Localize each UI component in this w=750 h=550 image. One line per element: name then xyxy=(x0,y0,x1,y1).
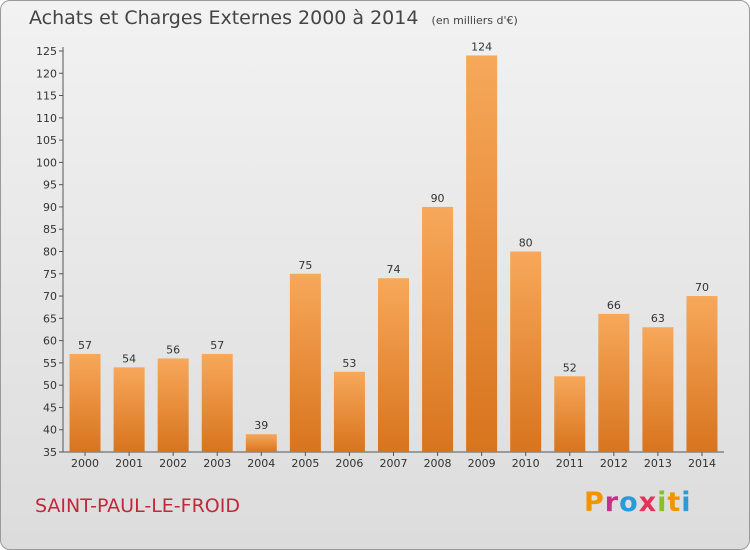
logo-letter: i xyxy=(657,487,668,518)
x-tick-label: 2009 xyxy=(468,457,496,470)
logo-letter: o xyxy=(619,487,639,518)
bar-value-label: 90 xyxy=(431,192,445,205)
y-tick-label: 70 xyxy=(43,290,57,303)
y-tick-label: 65 xyxy=(43,312,57,325)
x-tick-label: 2011 xyxy=(556,457,584,470)
x-tick-label: 2003 xyxy=(203,457,231,470)
bar-2000 xyxy=(69,353,101,452)
bar-value-label: 75 xyxy=(298,259,312,272)
bar-2004 xyxy=(245,434,277,452)
logo-letter: t xyxy=(667,487,682,518)
y-tick-label: 75 xyxy=(43,268,57,281)
y-tick-label: 50 xyxy=(43,379,57,392)
y-tick-label: 100 xyxy=(36,156,57,169)
bar-2007 xyxy=(378,278,409,452)
bar-2003 xyxy=(201,353,233,452)
bar-2008 xyxy=(422,206,454,452)
bar-2014 xyxy=(686,296,718,452)
x-tick-label: 2008 xyxy=(424,457,452,470)
y-tick-label: 110 xyxy=(36,112,57,125)
logo-letter: i xyxy=(681,487,692,518)
x-tick-label: 2012 xyxy=(600,457,628,470)
bar-value-label: 80 xyxy=(519,237,533,250)
bar-2002 xyxy=(157,358,189,452)
bar-value-label: 57 xyxy=(78,339,92,352)
bar-value-label: 57 xyxy=(210,339,224,352)
bar-value-label: 124 xyxy=(471,40,492,53)
x-tick-label: 2000 xyxy=(71,457,99,470)
x-tick-label: 2006 xyxy=(335,457,363,470)
y-axis: 35 40 45 50 55 60 65 70 75 80 85 90 95 100 105 110 115 12… xyxy=(36,45,64,459)
y-tick-label: 85 xyxy=(43,223,57,236)
x-tick-label: 2014 xyxy=(688,457,716,470)
y-tick-label: 80 xyxy=(43,246,57,259)
bar-value-label: 39 xyxy=(254,419,268,432)
x-tick-label: 2013 xyxy=(644,457,672,470)
x-tick-label: 2007 xyxy=(380,457,408,470)
y-tick-label: 35 xyxy=(43,446,57,459)
bar-2009 xyxy=(466,55,498,452)
bar-value-label: 54 xyxy=(122,352,136,365)
bar-2001 xyxy=(113,367,145,452)
y-tick-label: 45 xyxy=(43,401,57,414)
x-tick-label: 2010 xyxy=(512,457,540,470)
bar-2010 xyxy=(510,251,542,452)
chart-unit: (en milliers d'€) xyxy=(431,14,518,27)
commune-name: SAINT-PAUL-LE-FROID xyxy=(35,495,240,517)
y-tick-label: 55 xyxy=(43,357,57,370)
y-tick-label: 125 xyxy=(36,45,57,58)
y-tick-label: 105 xyxy=(36,134,57,147)
bar-value-label: 66 xyxy=(607,299,621,312)
bar-2011 xyxy=(554,376,586,452)
x-axis: 2000 2001 2002 2003 2004 2005 2006 2007 2008 2009… xyxy=(63,451,724,470)
y-tick-label: 95 xyxy=(43,179,57,192)
x-tick-label: 2005 xyxy=(291,457,319,470)
bar-value-label: 52 xyxy=(563,361,577,374)
x-tick-label: 2004 xyxy=(247,457,275,470)
logo-letter: r xyxy=(604,487,620,518)
bar-2012 xyxy=(598,313,630,452)
bars: 57 54 56 57 39 75 53 74 90 124 80 52 66 63 70 xyxy=(69,40,718,452)
bar-value-label: 74 xyxy=(387,263,401,276)
proxiti-logo[interactable]: Proxiti xyxy=(584,487,692,518)
logo-letter: x xyxy=(638,487,658,518)
chart-title: Achats et Charges Externes 2000 à 2014 xyxy=(29,7,419,29)
x-tick-label: 2002 xyxy=(159,457,187,470)
y-tick-label: 115 xyxy=(36,90,57,103)
x-tick-label: 2001 xyxy=(115,457,143,470)
bar-value-label: 70 xyxy=(695,281,709,294)
bar-value-label: 63 xyxy=(651,312,665,325)
bar-value-label: 56 xyxy=(166,343,180,356)
y-tick-label: 120 xyxy=(36,67,57,80)
title-row: Achats et Charges Externes 2000 à 2014 (… xyxy=(29,7,518,29)
y-tick-label: 90 xyxy=(43,201,57,214)
bar-2006 xyxy=(333,371,365,452)
y-tick-label: 40 xyxy=(43,424,57,437)
bar-2005 xyxy=(289,273,321,452)
bar-value-label: 53 xyxy=(342,357,356,370)
logo-letter: P xyxy=(584,487,605,518)
y-tick-label: 60 xyxy=(43,335,57,348)
bar-2013 xyxy=(642,327,674,452)
